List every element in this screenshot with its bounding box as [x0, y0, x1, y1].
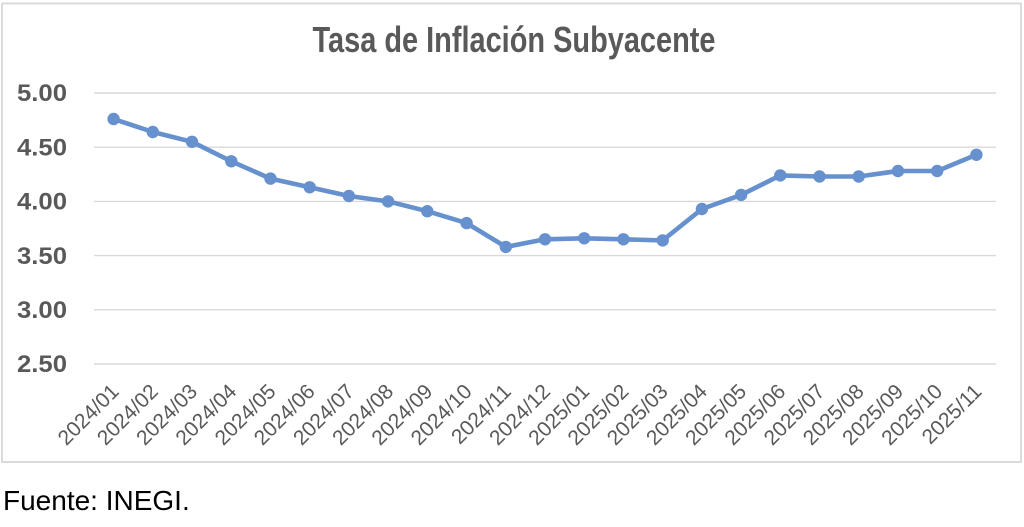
svg-text:3.50: 3.50 [17, 243, 67, 270]
svg-text:5.00: 5.00 [17, 80, 67, 107]
svg-text:4.50: 4.50 [17, 134, 67, 161]
svg-text:Tasa de Inflación Subyacente: Tasa de Inflación Subyacente [313, 19, 716, 60]
svg-text:4.00: 4.00 [17, 189, 67, 216]
svg-text:3.00: 3.00 [17, 297, 67, 324]
svg-text:2.50: 2.50 [17, 351, 67, 378]
svg-text:Fuente: INEGI.: Fuente: INEGI. [3, 485, 190, 516]
